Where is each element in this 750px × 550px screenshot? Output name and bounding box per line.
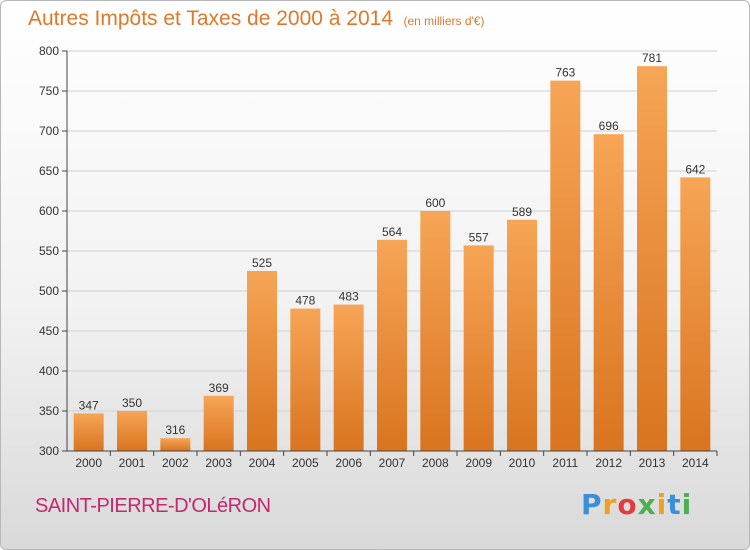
bar-2009 [463,245,494,451]
bar-2008 [420,211,451,451]
bar-2003 [203,395,234,451]
bars [73,66,711,451]
x-tick-label: 2011 [552,456,578,470]
value-label: 478 [295,294,315,308]
value-label: 347 [79,398,99,412]
logo-letter: t [667,488,682,521]
y-tick-label: 650 [39,164,59,178]
logo-letter: x [637,488,657,521]
bar-2007 [377,239,407,451]
y-tick-label: 500 [39,284,59,298]
x-tick-label: 2009 [465,456,492,470]
logo-letter: i [681,488,693,521]
x-tick-label: 2004 [249,456,276,470]
y-tick-label: 700 [39,124,59,138]
y-tick-label: 350 [39,404,59,418]
x-tick-label: 2007 [379,456,406,470]
value-label: 525 [252,256,272,270]
chart-title: Autres Impôts et Taxes de 2000 à 2014 [28,7,394,30]
title-row: Autres Impôts et Taxes de 2000 à 2014 (e… [28,7,484,31]
x-tick-label: 2005 [292,456,319,470]
value-label: 369 [209,381,229,395]
bar-2014 [680,177,711,451]
y-tick-label: 300 [39,444,59,458]
y-tick-label: 800 [39,44,59,58]
value-label: 350 [122,396,142,410]
bar-2011 [550,80,581,451]
value-label: 483 [339,290,359,304]
x-tick-label: 2001 [119,456,146,470]
y-tick-label: 400 [39,364,59,378]
value-label: 564 [382,225,402,239]
bar-2012 [593,134,624,451]
commune-name: SAINT-PIERRE-D'OLéRON [35,495,271,517]
logo-letter: P [581,488,603,521]
value-label: 316 [165,423,185,437]
y-tick-label: 750 [39,84,59,98]
value-label: 781 [642,51,662,65]
labels: 300 350 400 450 500 550 600 650 700 750 800 347 2000… [39,44,709,470]
logo-letter: i [656,488,668,521]
y-tick-label: 550 [39,244,59,258]
chart-unit: (en milliers d'€) [403,14,485,28]
bar-2000 [73,413,104,451]
value-label: 696 [599,119,619,133]
bar-2002 [160,438,191,451]
x-tick-label: 2008 [422,456,449,470]
value-label: 763 [555,66,575,80]
value-label: 557 [469,230,489,244]
x-tick-label: 2010 [509,456,536,470]
proxiti-logo: Proxiti [581,488,692,521]
x-tick-label: 2003 [205,456,232,470]
value-label: 600 [425,196,445,210]
bar-2013 [637,66,667,451]
x-tick-label: 2014 [682,456,709,470]
y-tick-label: 450 [39,324,59,338]
x-tick-label: 2012 [595,456,622,470]
bar-2005 [290,308,321,451]
bar-2001 [117,411,147,451]
value-label: 589 [512,205,532,219]
x-tick-label: 2006 [335,456,362,470]
bar-2006 [333,304,364,451]
logo-letter: r [602,488,618,521]
value-label: 642 [685,162,705,176]
bar-2010 [507,219,537,451]
x-tick-label: 2000 [75,456,102,470]
logo-letter: o [617,488,638,521]
x-tick-label: 2013 [639,456,666,470]
y-tick-label: 600 [39,204,59,218]
x-tick-label: 2002 [162,456,189,470]
axes [62,50,718,456]
bar-2004 [247,271,277,451]
